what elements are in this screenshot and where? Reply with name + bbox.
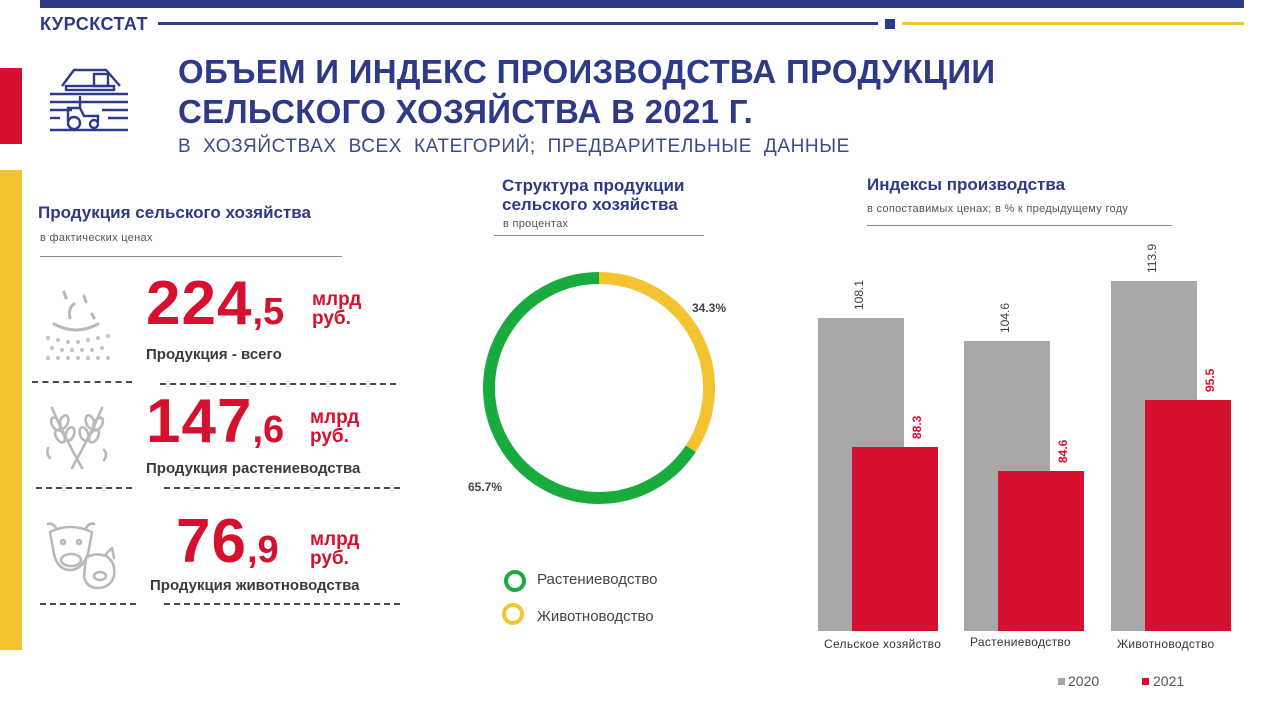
bar-chart: 108.1 88.3 Сельское хозяйство 104.6 84.6 Раст… (800, 240, 1250, 700)
header-line-yellow (902, 22, 1244, 25)
donut-segments (483, 272, 715, 504)
crop-unit-line1: млрд (310, 407, 360, 428)
total-value: 224,5 (146, 268, 284, 339)
legend-green-marker (504, 570, 526, 592)
legend-yellow-label: Животноводство (537, 608, 654, 625)
structure-title: Структура продукции сельского хозяйства (502, 176, 684, 214)
legend-2021-label: 2021 (1153, 673, 1185, 689)
bar-2021-cat-crop (998, 471, 1084, 631)
value-label-2021-cat-livestock: 95.5 (1203, 368, 1217, 393)
divider-1b (160, 383, 396, 385)
crop-value-int: 147 (146, 387, 253, 456)
structure-title-line1: Структура продукции (502, 176, 685, 195)
total-value-dec: ,5 (252, 291, 285, 333)
category-label-cat-livestock: Животноводство (1117, 637, 1215, 651)
title-line-1: ОБЪЕМ И ИНДЕКС ПРОИЗВОДСТВА ПРОДУКЦИИ (178, 53, 996, 90)
category-label-cat-agriculture: Сельское хозяйство (824, 637, 942, 651)
value-label-2020-cat-livestock: 113.9 (1145, 243, 1159, 273)
indices-title: Индексы производства (867, 175, 1066, 194)
header-line-navy (158, 22, 878, 25)
divider-3a (40, 603, 136, 605)
donut-segment-yellow (598, 272, 715, 452)
value-label-2020-cat-agriculture: 108.1 (852, 280, 866, 311)
livestock-icon (42, 518, 122, 590)
livestock-label: Продукция животноводства (150, 577, 360, 594)
crop-value: 147,6 (146, 386, 284, 457)
indices-subtitle: в сопоставимых ценах; в % к предыдущему … (867, 203, 1129, 215)
donut-label-yellow: 34.3% (692, 301, 726, 315)
legend-2020-label: 2020 (1068, 673, 1100, 689)
production-underline (40, 256, 342, 257)
brand-logo: КУРСКСТАТ (40, 14, 148, 34)
left-accent-yellow (0, 170, 22, 650)
bar-legend: 2020 2021 (1058, 673, 1198, 689)
top-bar (40, 0, 1244, 8)
divider-2b (164, 487, 400, 489)
legend-2021-marker (1142, 678, 1149, 685)
farm-icon (46, 56, 132, 140)
structure-subtitle: в процентах (503, 218, 569, 230)
livestock-value-int: 76 (176, 507, 247, 576)
value-label-2021-cat-crop: 84.6 (1056, 439, 1070, 464)
structure-underline (494, 235, 704, 236)
page-title: ОБЪЕМ И ИНДЕКС ПРОИЗВОДСТВА ПРОДУКЦИИ СЕ… (178, 52, 995, 132)
livestock-unit: млрд руб. (310, 530, 359, 568)
bar-2021-cat-livestock (1145, 400, 1231, 631)
production-title: Продукция сельского хозяйства (38, 203, 311, 222)
title-line-2: СЕЛЬСКОГО ХОЗЯЙСТВА В 2021 Г. (178, 93, 754, 130)
wheat-icon (42, 402, 112, 474)
crop-unit-line2: руб. (310, 426, 349, 447)
value-label-2020-cat-crop: 104.6 (998, 303, 1012, 334)
bar-2021-cat-agriculture (852, 447, 938, 631)
livestock-value-dec: ,9 (246, 529, 279, 571)
livestock-value: 76,9 (176, 506, 279, 577)
total-unit-line2: руб. (312, 308, 351, 329)
divider-2a (36, 487, 132, 489)
page-subtitle: В ХОЗЯЙСТВАХ ВСЕХ КАТЕГОРИЙ; ПРЕДВАРИТЕЛ… (178, 136, 850, 157)
total-unit: млрд руб. (312, 290, 361, 328)
legend-2020-marker (1058, 678, 1065, 685)
production-subtitle: в фактических ценах (40, 232, 153, 244)
category-label-cat-crop: Растениеводство (970, 635, 1071, 649)
left-accent-red (0, 68, 22, 144)
divider-1a (32, 381, 132, 383)
total-value-int: 224 (146, 269, 253, 338)
total-unit-line1: млрд (312, 289, 362, 310)
crop-value-dec: ,6 (252, 409, 285, 451)
indices-underline (867, 225, 1172, 226)
header-square (885, 19, 895, 29)
seedling-icon (40, 284, 116, 364)
total-label: Продукция - всего (146, 346, 282, 363)
structure-title-line2: сельского хозяйства (502, 195, 678, 214)
livestock-unit-line2: руб. (310, 548, 349, 569)
divider-3b (164, 603, 400, 605)
livestock-unit-line1: млрд (310, 529, 360, 550)
crop-label: Продукция растениеводства (146, 460, 361, 477)
legend-yellow-marker (502, 603, 524, 625)
donut-label-green: 65.7% (468, 480, 502, 494)
donut-chart: 65.7% 34.3% (468, 272, 726, 504)
crop-unit: млрд руб. (310, 408, 359, 446)
donut-segment-green (483, 272, 696, 504)
value-label-2021-cat-agriculture: 88.3 (910, 415, 924, 440)
legend-green-label: Растениеводство (537, 571, 658, 588)
